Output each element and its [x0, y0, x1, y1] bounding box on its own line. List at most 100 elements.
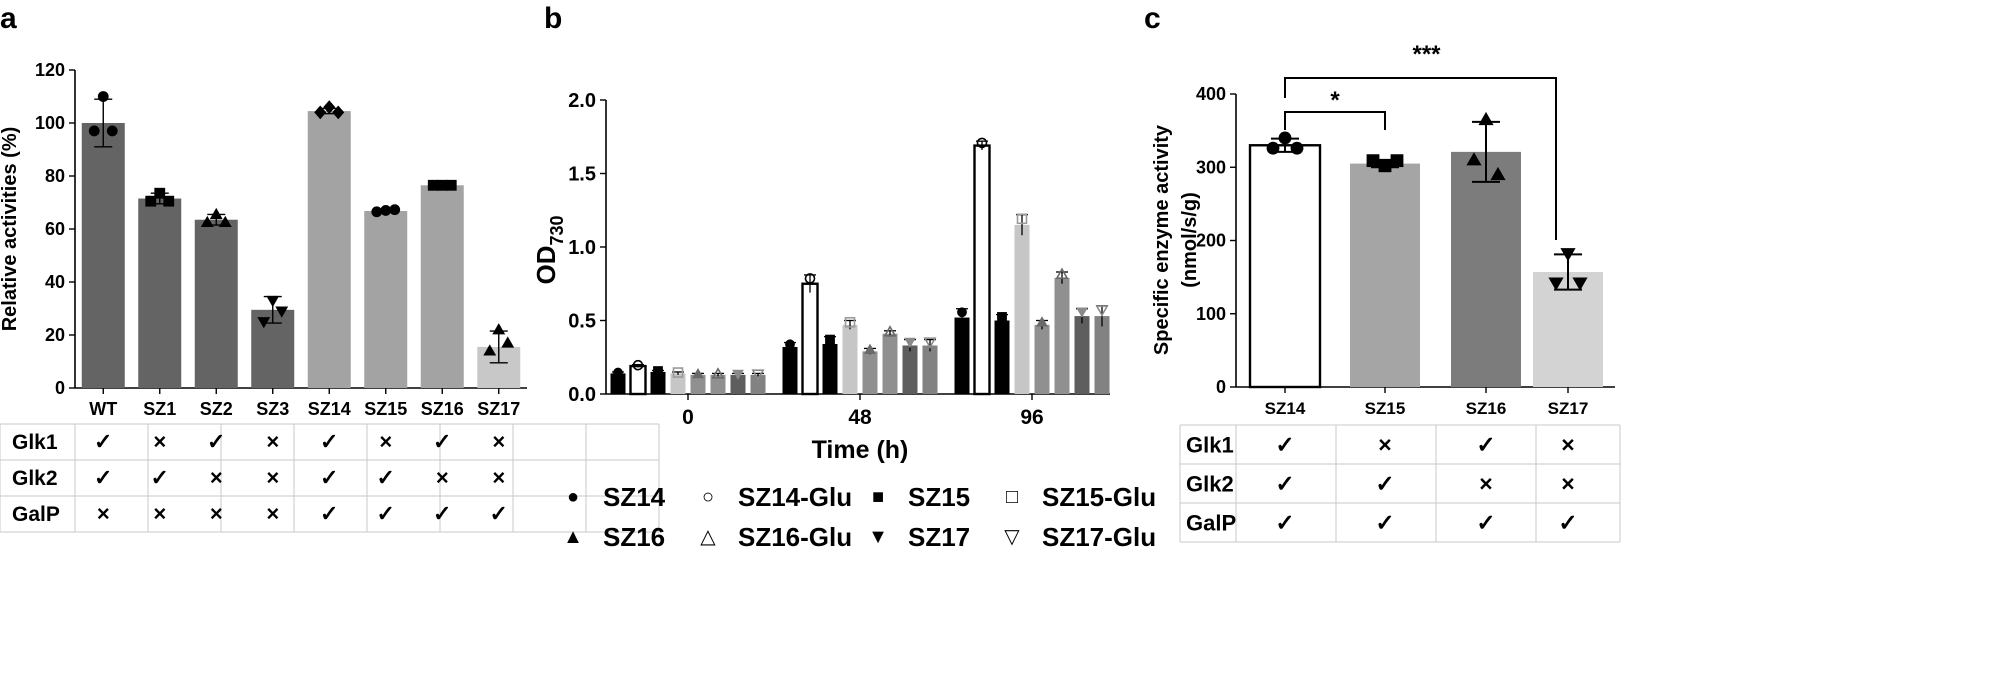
bar	[973, 144, 991, 396]
bar	[364, 210, 408, 388]
y-tick-label: 20	[45, 325, 65, 345]
x-tick-label: 48	[848, 406, 872, 429]
table-cell: ✓	[1275, 432, 1294, 458]
x-tick-label: SZ17	[477, 399, 520, 419]
bar	[670, 373, 686, 394]
table-cell: ×	[210, 501, 223, 526]
y-tick-label: 200	[1196, 231, 1226, 251]
data-point	[825, 334, 835, 345]
data-point	[1478, 111, 1494, 126]
y-tick-label: 0.5	[568, 311, 596, 333]
bar	[710, 374, 726, 394]
table-cell: ✓	[1275, 471, 1294, 497]
data-point	[218, 215, 232, 228]
y-axis-title-line1: Specific enzyme activity	[1151, 124, 1173, 355]
table-cell: ×	[1561, 471, 1574, 497]
bar	[690, 374, 706, 394]
legend-label: SZ15-Glu	[1042, 482, 1156, 512]
bar	[138, 198, 182, 388]
x-tick-label: SZ15	[364, 399, 407, 419]
table-cell: ✓	[320, 429, 338, 454]
data-point	[1076, 307, 1088, 318]
data-point	[106, 125, 118, 137]
x-tick-label: SZ15	[1365, 399, 1406, 418]
table-cell: ✓	[94, 429, 112, 454]
table-cell: ×	[153, 429, 166, 454]
table-cell: ×	[153, 501, 166, 526]
bar	[822, 344, 838, 394]
x-tick-label: WT	[89, 399, 117, 419]
bar	[650, 371, 666, 394]
table-cell: ×	[1561, 432, 1574, 458]
significance-label: *	[1330, 87, 1340, 114]
y-axis-title-main: OD	[531, 246, 561, 285]
data-point	[483, 344, 497, 356]
panel-label-c: c	[1144, 2, 1161, 35]
bar	[882, 333, 898, 394]
data-point	[751, 369, 765, 381]
x-tick-label: SZ14	[308, 399, 351, 419]
data-point	[1095, 305, 1109, 317]
panel-label-a: a	[0, 2, 17, 35]
legend-symbol: □	[1006, 486, 1018, 508]
table-cell: ×	[266, 429, 279, 454]
y-tick-label: 0	[1216, 377, 1226, 397]
legend-symbol: ▽	[1004, 526, 1020, 548]
bar	[1054, 277, 1070, 394]
data-point	[1266, 141, 1280, 155]
data-point	[613, 367, 623, 378]
data-point	[785, 339, 795, 350]
data-point	[436, 179, 448, 191]
bar	[730, 374, 746, 394]
table-cell: ✓	[320, 501, 338, 526]
x-tick-label: SZ17	[1548, 399, 1589, 418]
table-cell: ×	[97, 501, 110, 526]
data-point	[804, 273, 816, 284]
data-point	[1016, 213, 1028, 225]
bar	[610, 373, 626, 394]
table-cell: ✓	[1375, 510, 1394, 536]
legend-symbol: ▲	[563, 526, 583, 548]
data-point	[1366, 154, 1380, 168]
table-row-label: GalP	[12, 503, 60, 526]
legend-symbol: ▼	[868, 526, 888, 548]
table-cell: ×	[492, 429, 505, 454]
y-tick-label: 1.5	[568, 164, 596, 186]
y-axis-title: OD730	[531, 215, 567, 284]
bar	[1014, 224, 1030, 394]
data-point	[1572, 277, 1588, 291]
table-cell: ✓	[320, 465, 338, 490]
y-tick-label: 0	[55, 378, 65, 398]
table-cell: ×	[1479, 471, 1492, 497]
bar	[420, 185, 464, 388]
legend-symbol: ●	[567, 486, 579, 508]
data-point	[97, 91, 109, 102]
legend-label: SZ16	[603, 522, 665, 552]
data-point	[209, 207, 223, 220]
data-point	[323, 100, 336, 114]
data-point	[1490, 166, 1506, 181]
bar	[1034, 324, 1050, 394]
y-tick-label: 120	[35, 60, 65, 80]
table-row-label: Glk2	[12, 467, 58, 490]
data-point	[732, 369, 744, 380]
x-tick-label: SZ3	[256, 399, 289, 419]
table-cell: ×	[379, 429, 392, 454]
y-axis-title-line2: (nmol/s/g)	[1179, 192, 1201, 288]
data-point	[275, 306, 289, 318]
y-tick-label: 0.0	[568, 384, 596, 406]
data-point	[1560, 248, 1576, 262]
data-point	[711, 367, 725, 379]
data-point	[904, 337, 916, 348]
significance-bracket	[1284, 77, 1557, 240]
x-tick-label: SZ2	[200, 399, 233, 419]
y-tick-label: 100	[35, 113, 65, 133]
data-point	[492, 323, 506, 335]
data-point	[389, 204, 401, 216]
data-point	[257, 317, 271, 329]
table-cell: ✓	[1275, 510, 1294, 536]
bar	[954, 317, 970, 394]
data-point	[1036, 316, 1048, 327]
data-point	[1390, 154, 1404, 168]
